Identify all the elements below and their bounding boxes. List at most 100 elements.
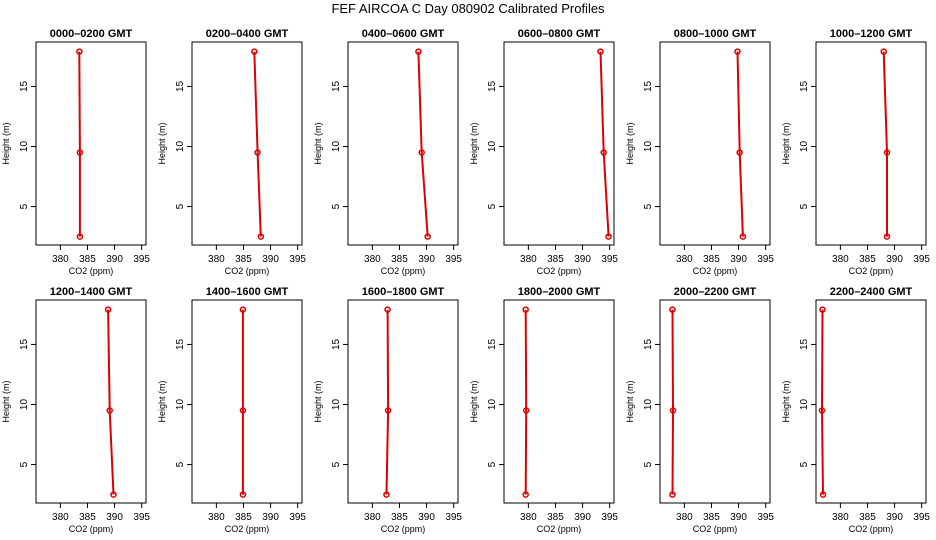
panel-title: 2200–2400 GMT (830, 286, 913, 298)
x-tick-label: 380 (832, 512, 849, 523)
y-axis-label: Height (m) (313, 122, 323, 164)
x-tick-label: 385 (859, 254, 876, 265)
profile-point (819, 491, 827, 498)
plot-frame (503, 299, 615, 504)
y-tick-label: 15 (331, 80, 342, 92)
y-axis-label: Height (m) (1, 122, 11, 164)
profile-point (415, 48, 422, 55)
y-axis-label: Height (m) (469, 380, 479, 422)
panel-11: 2200–2400 GMT 380 385 390 395 CO2 (ppm) 5 10 15 H… (781, 286, 930, 534)
plot-frame (503, 41, 615, 246)
profile-point (669, 407, 677, 414)
profile-point (110, 491, 117, 498)
y-axis-label: Height (m) (625, 380, 635, 422)
x-axis-label: CO2 (ppm) (381, 524, 426, 534)
profile-line (599, 51, 610, 237)
plot-frame (815, 41, 927, 246)
profile-point (736, 149, 743, 156)
profile-point (522, 306, 529, 313)
y-axis-label: Height (m) (313, 380, 323, 422)
profile-line (417, 51, 429, 237)
panel-7: 1400–1600 GMT 380 385 390 395 CO2 (ppm) 5 10 15 H… (157, 286, 306, 534)
x-tick-label: 395 (289, 512, 306, 523)
plot-frame (347, 41, 459, 246)
x-tick-label: 385 (547, 254, 564, 265)
figure-title: FEF AIRCOA C Day 080902 Calibrated Profi… (331, 1, 605, 16)
panel-title: 1600–1800 GMT (362, 286, 445, 298)
y-tick-label: 15 (643, 338, 654, 350)
x-tick-label: 390 (106, 512, 123, 523)
profile-point (819, 306, 826, 313)
x-tick-label: 395 (913, 512, 930, 523)
x-tick-label: 385 (235, 512, 252, 523)
y-tick-label: 10 (175, 141, 186, 153)
y-tick-label: 10 (331, 399, 342, 411)
x-tick-label: 380 (520, 254, 537, 265)
y-tick-label: 15 (175, 80, 186, 92)
profile-point (883, 233, 891, 240)
y-tick-label: 10 (19, 141, 30, 153)
y-tick-label: 5 (487, 461, 498, 467)
y-tick-label: 10 (19, 399, 30, 411)
x-tick-label: 385 (547, 512, 564, 523)
panel-title: 0000–0200 GMT (50, 28, 133, 40)
y-tick-label: 5 (175, 461, 186, 467)
x-axis-label: CO2 (ppm) (693, 524, 738, 534)
plot-frame (35, 299, 147, 504)
profile-point (384, 306, 391, 313)
profile-point (734, 48, 741, 55)
y-tick-label: 5 (643, 203, 654, 209)
profile-line (820, 309, 824, 495)
panel-title: 1800–2000 GMT (518, 286, 601, 298)
x-tick-label: 380 (52, 254, 69, 265)
x-tick-label: 390 (886, 512, 903, 523)
profile-point (600, 149, 607, 156)
x-tick-label: 380 (364, 254, 381, 265)
y-tick-label: 15 (331, 338, 342, 350)
y-tick-label: 10 (643, 399, 654, 411)
x-axis-label: CO2 (ppm) (537, 524, 582, 534)
profile-line (524, 309, 528, 495)
profile-point (239, 491, 247, 498)
y-axis-label: Height (m) (625, 122, 635, 164)
profile-line (736, 51, 744, 237)
profile-point (251, 48, 258, 55)
profile-point (383, 491, 390, 498)
profile-point (880, 48, 887, 55)
x-tick-label: 395 (913, 254, 930, 265)
panel-9: 1800–2000 GMT 380 385 390 395 CO2 (ppm) 5 10 15 H… (469, 286, 618, 534)
plot-frame (815, 299, 927, 504)
x-tick-label: 380 (364, 512, 381, 523)
x-tick-label: 395 (601, 254, 618, 265)
y-tick-label: 5 (643, 461, 654, 467)
y-tick-label: 15 (643, 80, 654, 92)
y-tick-label: 10 (799, 141, 810, 153)
x-tick-label: 385 (235, 254, 252, 265)
x-tick-label: 385 (79, 254, 96, 265)
x-tick-label: 395 (445, 512, 462, 523)
x-tick-label: 390 (418, 254, 435, 265)
profile-point (239, 407, 247, 414)
profile-point (669, 306, 676, 313)
profile-point (883, 149, 891, 156)
profile-point (76, 48, 83, 55)
x-tick-label: 390 (418, 512, 435, 523)
y-tick-label: 5 (19, 203, 30, 209)
y-tick-label: 15 (799, 80, 810, 92)
profile-point (76, 233, 84, 240)
x-tick-label: 380 (208, 254, 225, 265)
y-tick-label: 5 (799, 203, 810, 209)
y-tick-label: 10 (487, 141, 498, 153)
plot-frame (35, 41, 147, 246)
panel-0: 0000–0200 GMT 380 385 390 395 CO2 (ppm) 5 10 15 H… (1, 28, 150, 276)
x-tick-label: 385 (391, 512, 408, 523)
x-tick-label: 390 (574, 512, 591, 523)
profile-point (239, 306, 247, 313)
profile-line (107, 309, 115, 495)
panel-8: 1600–1800 GMT 380 385 390 395 CO2 (ppm) 5 10 15 H… (313, 286, 462, 534)
x-tick-label: 390 (262, 512, 279, 523)
y-tick-label: 15 (175, 338, 186, 350)
panel-title: 0600–0800 GMT (518, 28, 601, 40)
plot-frame (659, 41, 771, 246)
profile-point (818, 407, 826, 414)
